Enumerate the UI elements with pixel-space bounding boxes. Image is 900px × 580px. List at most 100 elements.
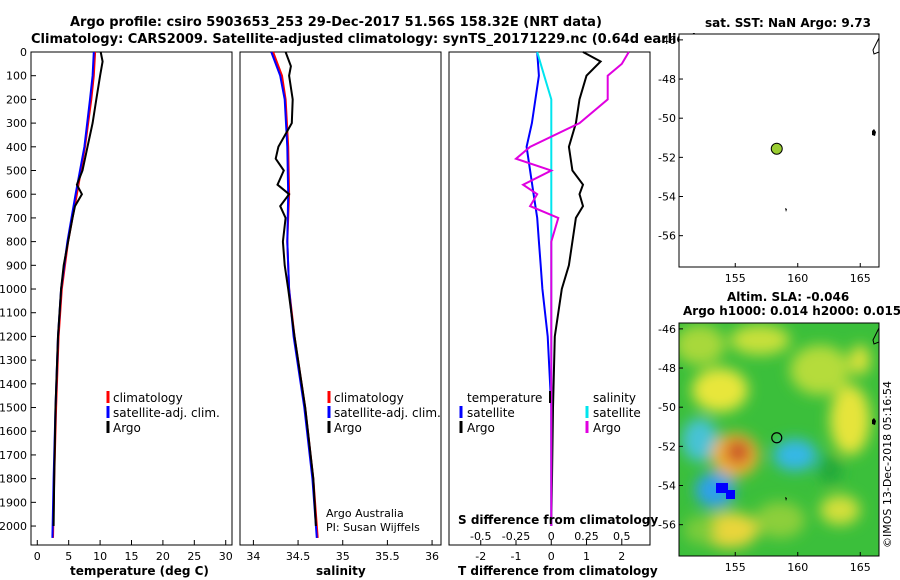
depth-tick-label: 500 <box>6 165 27 178</box>
sst-map-axes: 155 160 165 -46 -48 -50 -52 -54 -56 <box>658 34 871 285</box>
sst-coast-nz <box>872 37 880 55</box>
depth-tick-label: 1100 <box>0 307 27 320</box>
salinity-axes-frame <box>239 51 442 546</box>
difference-panel: -2 -1 0 1 2 T difference from climatology S … <box>448 51 658 578</box>
map-y-tick-label: -54 <box>658 191 676 204</box>
map-y-tick-label: -48 <box>658 73 676 86</box>
map-x-tick-label: 165 <box>850 561 871 574</box>
sla-blob <box>702 512 758 548</box>
salinity-legend: climatology satellite-adj. clim. Argo <box>327 391 441 435</box>
depth-tick-label: 1600 <box>0 425 27 438</box>
x-tick-label: 36 <box>425 550 439 563</box>
x-tick-label: -2 <box>475 550 486 563</box>
legend-temperature-heading: temperature <box>467 391 542 405</box>
x-tick-label: 1 <box>583 550 590 563</box>
sla-blob <box>850 345 870 375</box>
x-tick-label: 0 <box>34 550 41 563</box>
sal-legend-argo-label: Argo <box>334 421 362 435</box>
map-y-tick-label: -52 <box>658 151 676 164</box>
figure-title-line1: Argo profile: csiro 5903653_253 29-Dec-2… <box>70 15 602 30</box>
sst-coastline <box>785 37 880 212</box>
sla-map-title2: Argo h1000: 0.014 h2000: 0.015 <box>683 304 900 318</box>
s-diff-tick-label: -0.5 <box>470 530 491 543</box>
depth-axis: 0 100 200 300 400 500 600 700 800 900 1000 1100 1200… <box>0 46 36 533</box>
x-tick-label: 25 <box>187 550 201 563</box>
depth-tick-label: 1200 <box>0 330 27 343</box>
sst-map-panel: sat. SST: NaN Argo: 9.73 155 160 165 -46 -48… <box>658 16 880 285</box>
x-tick-label: 34 <box>246 550 260 563</box>
credit-pi: PI: Susan Wijffels <box>326 521 420 534</box>
sla-coast-island-east <box>872 418 876 425</box>
legend-temp-satellite-label: satellite <box>467 406 515 420</box>
map-y-tick-label: -50 <box>658 112 676 125</box>
salinity-x-axis: 34 34.5 35 35.5 36 <box>246 540 439 563</box>
s-diff-tick-label: 0.5 <box>613 530 631 543</box>
temperature-lines <box>51 51 104 538</box>
map-y-tick-label: -46 <box>658 34 676 47</box>
series-line-argo <box>274 51 317 527</box>
map-y-tick-label: -52 <box>658 440 676 453</box>
x-tick-label: 20 <box>156 550 170 563</box>
sla-low-cell <box>726 490 735 499</box>
salinity-xlabel: salinity <box>316 564 366 578</box>
series-line-climatology <box>52 51 97 538</box>
depth-tick-label: 900 <box>6 259 27 272</box>
sal-legend-satellite-label: satellite-adj. clim. <box>334 406 441 420</box>
sla-blob <box>682 418 718 462</box>
difference-xlabel-top: S difference from climatology <box>458 513 658 527</box>
map-y-tick-label: -54 <box>658 480 676 493</box>
legend-climatology-label: climatology <box>113 391 183 405</box>
series-line-salinity-argo <box>513 51 630 526</box>
x-tick-label: -1 <box>511 550 522 563</box>
depth-tick-label: 700 <box>6 212 27 225</box>
x-tick-label: 2 <box>618 550 625 563</box>
sla-heatmap <box>679 323 879 556</box>
depth-tick-label: 1800 <box>0 473 27 486</box>
map-x-tick-label: 155 <box>725 561 746 574</box>
legend-salinity-heading: salinity <box>593 391 636 405</box>
legend-temp-argo-label: Argo <box>467 421 495 435</box>
depth-tick-label: 1500 <box>0 402 27 415</box>
x-tick-label: 10 <box>93 550 107 563</box>
sla-anomaly-field <box>679 325 870 548</box>
map-x-tick-label: 155 <box>725 272 746 285</box>
map-x-tick-label: 160 <box>787 272 808 285</box>
legend-sal-argo-label: Argo <box>593 421 621 435</box>
map-y-tick-label: -48 <box>658 362 676 375</box>
x-tick-label: 15 <box>125 550 139 563</box>
sla-blob <box>790 345 850 395</box>
sla-map-frame <box>678 322 880 557</box>
x-tick-label: 30 <box>219 550 233 563</box>
map-y-tick-label: -56 <box>658 230 676 243</box>
depth-tick-label: 300 <box>6 117 27 130</box>
sla-blob <box>818 456 842 484</box>
sst-coast-macquarie <box>785 208 787 212</box>
depth-tick-label: 400 <box>6 141 27 154</box>
depth-tick-label: 1300 <box>0 354 27 367</box>
difference-lines <box>513 51 630 527</box>
depth-tick-label: 200 <box>6 93 27 106</box>
s-diff-tick-label: 0 <box>548 530 555 543</box>
series-line-satellite-adj-clim- <box>270 51 318 538</box>
temperature-xlabel: temperature (deg C) <box>70 564 209 578</box>
salinity-panel: 34 34.5 35 35.5 36 salinity climatology sate… <box>239 51 442 578</box>
s-diff-tick-label: 0.25 <box>574 530 599 543</box>
sla-blob <box>679 325 725 365</box>
series-line-satellite-adj-clim- <box>51 51 95 538</box>
sla-blob <box>730 325 790 355</box>
sst-map-title: sat. SST: NaN Argo: 9.73 <box>705 16 871 30</box>
sla-map-panel: Altim. SLA: -0.046 Argo h1000: 0.014 h20… <box>658 290 900 574</box>
sst-float-marker <box>770 142 783 155</box>
sla-float-marker <box>771 432 783 444</box>
x-tick-label: 34.5 <box>286 550 311 563</box>
map-y-tick-label: -50 <box>658 401 676 414</box>
sla-map-title1: Altim. SLA: -0.046 <box>727 290 849 304</box>
depth-tick-label: 0 <box>20 46 27 59</box>
map-x-tick-label: 160 <box>787 561 808 574</box>
temperature-panel: 0100200300400500600700800900100011001200… <box>0 46 233 578</box>
map-x-tick-label: 165 <box>850 272 871 285</box>
sla-blob <box>695 472 735 508</box>
depth-tick-label: 1700 <box>0 449 27 462</box>
sla-coast-macquarie <box>785 497 787 501</box>
